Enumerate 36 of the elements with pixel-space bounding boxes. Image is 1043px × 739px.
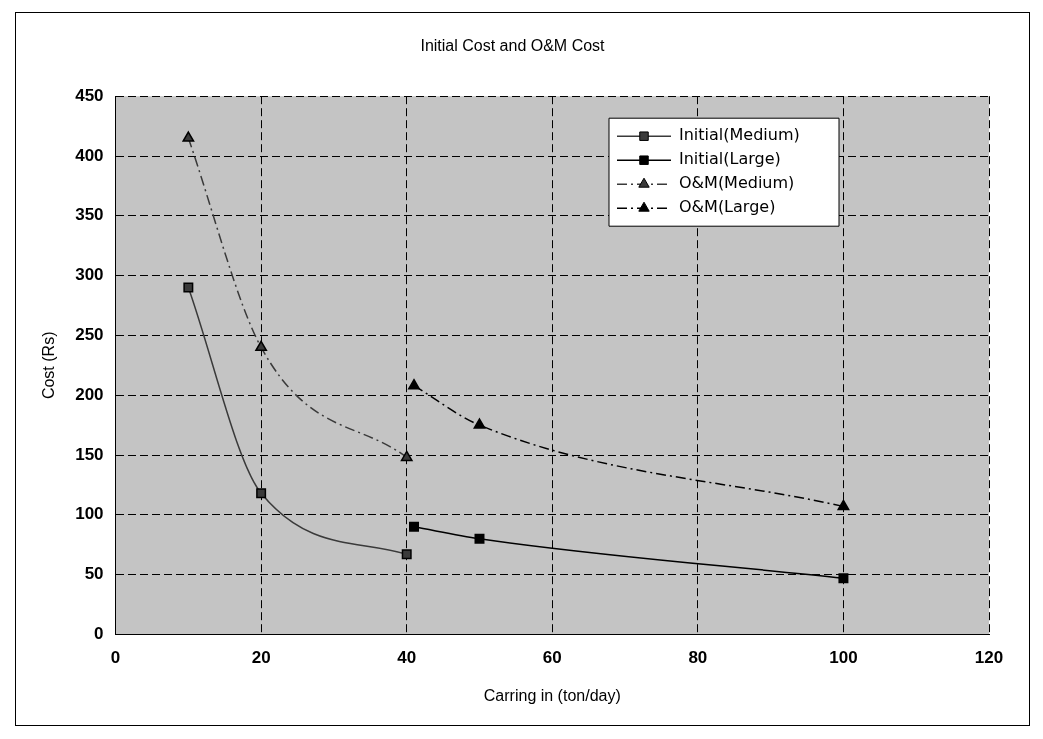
point [837, 499, 850, 511]
x-axis-title: Carring in (ton/day) [483, 686, 621, 704]
point [256, 488, 267, 499]
y-tick-label: 100 [75, 504, 104, 524]
point [474, 533, 485, 544]
y-tick-label: 50 [84, 564, 104, 584]
chart-title: Initial Cost and O&M Cost [420, 37, 606, 55]
point [473, 418, 486, 429]
legend-label: Initial(Medium) [679, 125, 800, 145]
point [400, 450, 413, 462]
y-tick-label: 150 [75, 444, 104, 464]
x-tick-label: 40 [397, 648, 417, 668]
y-tick-label: 0 [94, 624, 104, 644]
x-tick-label: 20 [251, 648, 271, 668]
y-tick-label: 350 [75, 205, 104, 225]
y-axis-title: Cost (Rs) [40, 331, 58, 400]
y-tick-label: 400 [75, 145, 104, 165]
point [838, 573, 849, 584]
x-tick-label: 60 [542, 648, 562, 668]
point [401, 549, 412, 560]
point [255, 340, 268, 352]
point [408, 378, 420, 390]
legend-label: O&M(Medium) [679, 173, 795, 193]
point [409, 521, 419, 532]
legend-label: O&M(Large) [679, 197, 776, 217]
x-tick-label: 80 [688, 648, 708, 668]
y-tick-label: 250 [75, 325, 104, 345]
y-tick-label: 450 [75, 85, 104, 105]
point [182, 131, 195, 142]
legend-label: Initial(Large) [679, 149, 781, 169]
y-tick-label: 200 [75, 384, 104, 404]
x-tick-label: 0 [110, 648, 121, 668]
point [183, 282, 194, 293]
x-tick-label: 100 [829, 648, 858, 668]
y-tick-label: 300 [75, 265, 104, 285]
x-tick-label: 120 [974, 648, 1004, 668]
